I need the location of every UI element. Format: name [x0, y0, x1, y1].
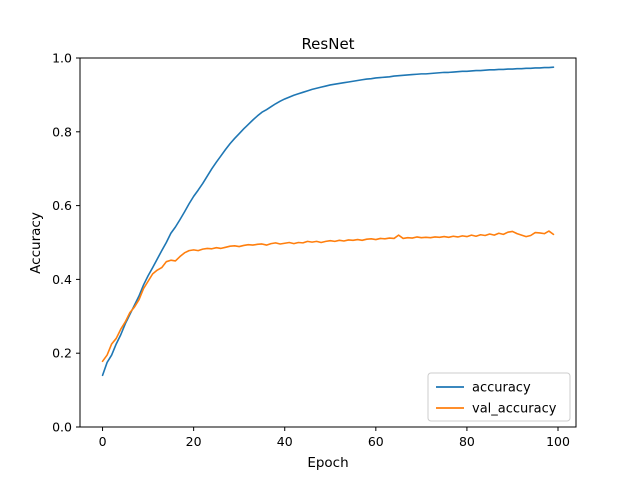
x-axis: 0 20 40 60 80 100 — [99, 427, 570, 449]
plot-area — [79, 57, 577, 428]
axes-frame — [79, 57, 577, 428]
y-tick-label: 0.0 — [52, 420, 72, 435]
legend-label-accuracy: accuracy — [472, 381, 531, 396]
y-tick-label: 0.4 — [52, 272, 72, 287]
x-axis-label: Epoch — [307, 455, 348, 471]
series-line-val-accuracy — [101, 230, 555, 363]
legend-box — [427, 372, 571, 422]
y-axis-label: Accuracy — [28, 212, 44, 274]
y-tick-label: 0.6 — [52, 198, 72, 213]
legend-label-val-accuracy: val_accuracy — [472, 402, 557, 417]
x-tick-label: 60 — [368, 434, 384, 449]
x-tick-label: 20 — [186, 434, 202, 449]
y-tick-label: 0.2 — [52, 346, 72, 361]
series-line-accuracy — [101, 66, 555, 377]
y-axis: 0.0 0.2 0.4 0.6 0.8 1.0 — [52, 51, 80, 435]
legend: accuracy val_accuracy — [427, 372, 571, 422]
y-tick-label: 1.0 — [52, 51, 72, 66]
x-tick-label: 40 — [277, 434, 293, 449]
x-tick-label: 80 — [459, 434, 475, 449]
x-tick-label: 100 — [546, 434, 570, 449]
y-tick-label: 0.8 — [52, 124, 72, 139]
x-tick-label: 0 — [99, 434, 107, 449]
chart-title: ResNet — [301, 35, 354, 53]
